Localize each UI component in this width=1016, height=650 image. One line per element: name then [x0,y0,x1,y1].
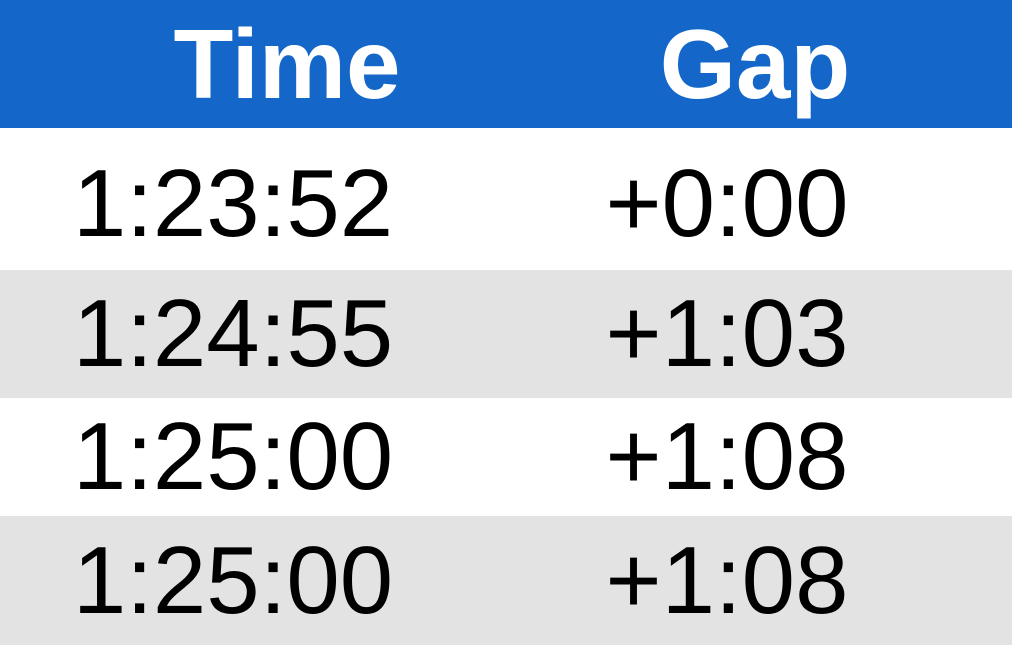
table-cell: 1:25:00 [72,526,394,634]
table-cell: 1:25:00 [72,403,394,510]
table-cell: +0:00 [605,150,849,257]
header-row: Time Gap [0,0,1012,128]
table-row: 1:25:00 +1:08 [0,398,1012,516]
table-row: 1:25:00 +1:08 [0,516,1012,645]
table-cell: 1:23:52 [72,150,394,257]
table-cell: +1:03 [605,280,849,387]
table-row: 1:23:52 +0:00 [0,138,1012,270]
table-cell: 1:24:55 [72,280,394,387]
table-row: 1:24:55 +1:03 [0,270,1012,398]
header-cell: Gap [659,8,851,119]
table-cell: +1:08 [605,403,849,510]
table-cell: +1:08 [605,526,849,634]
header-cell: Time [173,8,401,119]
